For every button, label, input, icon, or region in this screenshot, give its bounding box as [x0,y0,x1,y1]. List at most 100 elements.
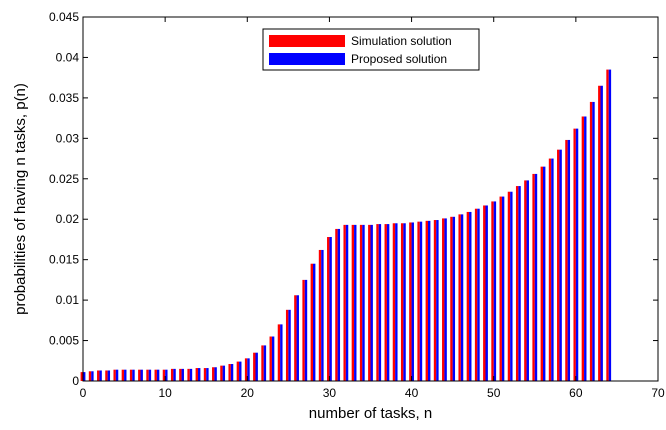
bar-simulation-16 [212,367,215,381]
bar-proposed-63 [600,85,603,381]
bar-proposed-53 [518,186,521,381]
bar-proposed-59 [567,139,571,381]
bar-simulation-42 [425,220,428,381]
bar-proposed-55 [534,173,538,381]
bar-simulation-44 [442,218,445,381]
bar-proposed-6 [132,369,135,381]
bar-simulation-6 [129,369,133,381]
bar-simulation-10 [162,369,166,381]
legend-label-proposed: Proposed solution [351,52,447,66]
bar-proposed-30 [329,237,332,381]
x-axis-ticks: 0 10 20 30 40 50 60 70 [80,17,665,400]
bar-simulation-36 [376,224,379,381]
bar-proposed-52 [510,191,513,381]
bar-simulation-34 [359,224,363,381]
bar-proposed-0 [83,372,86,381]
bar-proposed-23 [271,336,275,381]
bar-simulation-26 [294,295,297,381]
y-tick-label-2: 0.01 [56,293,80,307]
bar-simulation-37 [384,224,387,381]
bar-proposed-54 [526,180,529,381]
bar-proposed-17 [222,365,226,381]
bar-proposed-42 [428,220,431,381]
x-tick-label-10: 10 [158,386,172,400]
bar-proposed-7 [140,369,143,381]
bar-proposed-8 [148,369,152,381]
x-tick-label-60: 60 [569,386,583,400]
bar-simulation-61 [581,116,585,382]
bar-proposed-19 [239,361,242,381]
bar-proposed-20 [247,358,250,381]
bar-proposed-16 [214,367,217,381]
bar-proposed-44 [444,218,447,381]
bar-simulation-17 [220,365,223,381]
legend-label-simulation: Simulation solution [351,34,452,48]
bar-simulation-62 [589,101,593,382]
x-axis-label: number of tasks, n [309,405,432,422]
bar-simulation-43 [433,220,437,381]
bar-simulation-63 [598,85,601,381]
bar-proposed-49 [485,205,488,381]
bar-proposed-18 [230,364,234,381]
bar-simulation-54 [524,180,527,381]
legend: Simulation solution Proposed solution [262,28,480,71]
bar-simulation-64 [606,69,609,381]
bar-simulation-38 [392,223,396,381]
bar-simulation-47 [466,211,470,381]
bar-proposed-56 [543,166,546,381]
bar-proposed-45 [452,216,456,381]
x-tick-label-0: 0 [80,386,87,400]
bar-proposed-31 [337,228,341,381]
bar-simulation-27 [302,279,305,381]
bar-simulation-39 [400,223,404,381]
bar-simulation-40 [409,222,412,381]
bar-proposed-51 [501,196,505,381]
bar-proposed-60 [575,128,579,381]
bar-simulation-46 [458,214,461,381]
bar-proposed-64 [608,69,612,381]
bar-proposed-9 [156,369,160,381]
bar-proposed-15 [206,368,209,381]
bar-proposed-33 [354,224,357,381]
bar-proposed-34 [362,224,365,381]
bar-proposed-27 [304,279,308,381]
bar-simulation-29 [318,249,322,381]
y-tick-label-9: 0.045 [49,10,79,24]
bar-proposed-58 [559,149,562,381]
bar-simulation-50 [491,201,494,381]
y-tick-label-0: 0 [72,374,79,388]
bar-simulation-13 [187,368,190,381]
y-tick-label-1: 0.005 [49,334,79,348]
bar-simulation-2 [97,370,100,381]
bar-simulation-52 [507,191,511,381]
bar-proposed-37 [386,224,390,381]
y-tick-label-4: 0.02 [56,212,80,226]
bar-simulation-12 [179,368,182,381]
bar-proposed-22 [263,345,267,381]
bar-proposed-62 [592,101,595,382]
y-axis-ticks: 0 0.005 0.01 0.015 0.02 0.025 0.03 0.035 0.04 0.0… [49,10,658,388]
bar-simulation-4 [113,369,116,381]
bar-proposed-11 [173,368,176,381]
bar-proposed-12 [181,368,184,381]
bar-proposed-50 [493,201,497,381]
bar-simulation-60 [573,128,576,381]
bar-simulation-20 [244,358,248,381]
bar-simulation-28 [310,263,313,381]
bar-proposed-39 [403,223,406,381]
bar-simulation-21 [253,352,256,381]
bar-proposed-1 [91,371,94,381]
bar-simulation-41 [417,221,420,381]
bar-simulation-8 [146,369,149,381]
bar-proposed-43 [436,220,439,381]
x-tick-label-70: 70 [651,386,665,400]
bar-proposed-25 [288,309,291,381]
bar-proposed-29 [321,249,324,381]
bar-simulation-58 [557,149,560,381]
bar-simulation-23 [269,336,272,381]
bar-simulation-57 [548,158,552,381]
bar-simulation-30 [327,237,330,381]
bar-simulation-33 [351,224,355,381]
bar-simulation-45 [450,216,453,381]
